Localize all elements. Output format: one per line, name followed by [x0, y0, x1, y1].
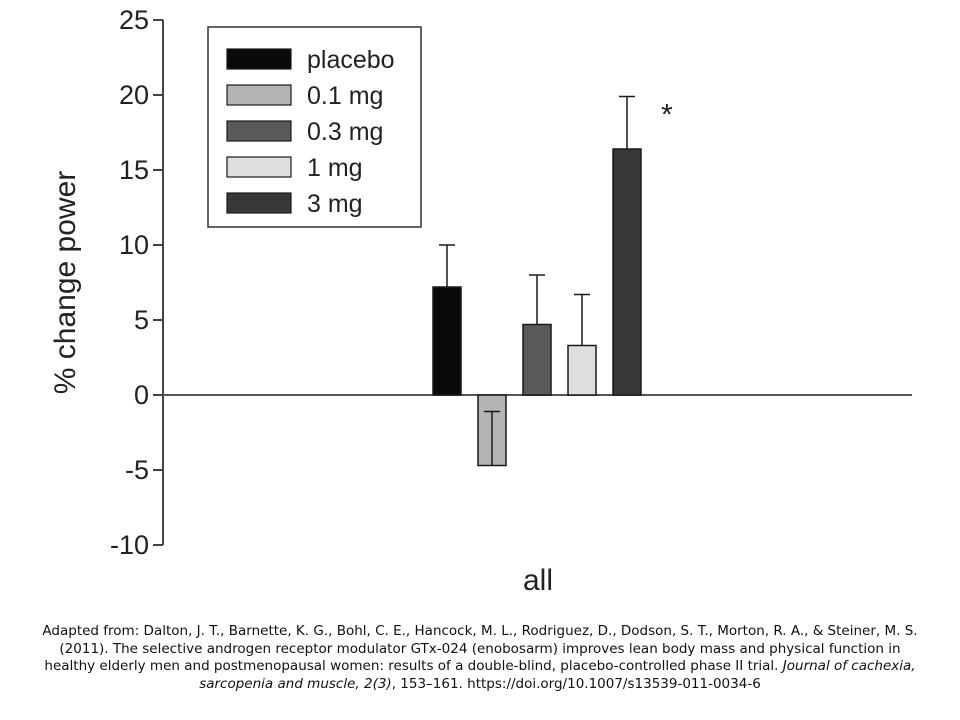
legend-entry-label: 0.1 mg — [307, 82, 383, 110]
legend-swatch — [226, 48, 292, 70]
legend-entry-label: 3 mg — [307, 190, 363, 218]
y-tick-label: -10 — [110, 530, 149, 560]
error-bars — [439, 95, 635, 466]
legend-swatch — [226, 120, 292, 142]
citation-tail: , 153–161. https://doi.org/10.1007/s1353… — [391, 675, 761, 692]
y-axis-title: % change power — [49, 171, 82, 394]
legend-entry-label: placebo — [307, 46, 395, 74]
citation: Adapted from: Dalton, J. T., Barnette, K… — [40, 623, 920, 693]
legend-entry-label: 1 mg — [307, 154, 363, 182]
y-tick-label: 20 — [119, 80, 149, 110]
y-tick-label: 10 — [119, 230, 149, 260]
bar-placebo — [432, 286, 462, 396]
y-tick-label: 15 — [119, 155, 149, 185]
y-axis: 25 20 15 10 5 0 -5 -10 — [110, 5, 164, 560]
significance-marker: * — [661, 99, 673, 132]
bar-3-mg — [612, 148, 642, 396]
bar-chart: 25 20 15 10 5 0 -5 -10 placebo 0.1 mg 0.3 mg 1 mg 3… — [49, 5, 912, 597]
legend-swatch — [226, 192, 292, 214]
legend: placebo 0.1 mg 0.3 mg 1 mg 3 mg — [207, 26, 422, 228]
citation-text: Adapted from: Dalton, J. T., Barnette, K… — [42, 623, 918, 674]
y-tick-label: -5 — [125, 455, 149, 485]
y-tick-label: 0 — [134, 380, 149, 410]
legend-entry-label: 0.3 mg — [307, 118, 383, 146]
x-axis-category-label: all — [523, 564, 553, 597]
y-tick-label: 5 — [134, 305, 149, 335]
legend-swatch — [226, 156, 292, 178]
bar-03-mg — [522, 323, 552, 396]
bar-1-mg — [567, 344, 597, 396]
y-tick-label: 25 — [119, 5, 149, 35]
citation-journal: Journal of cachexia, sarcopenia and musc… — [199, 658, 916, 692]
bar-series — [432, 148, 642, 467]
legend-swatch — [226, 84, 292, 106]
